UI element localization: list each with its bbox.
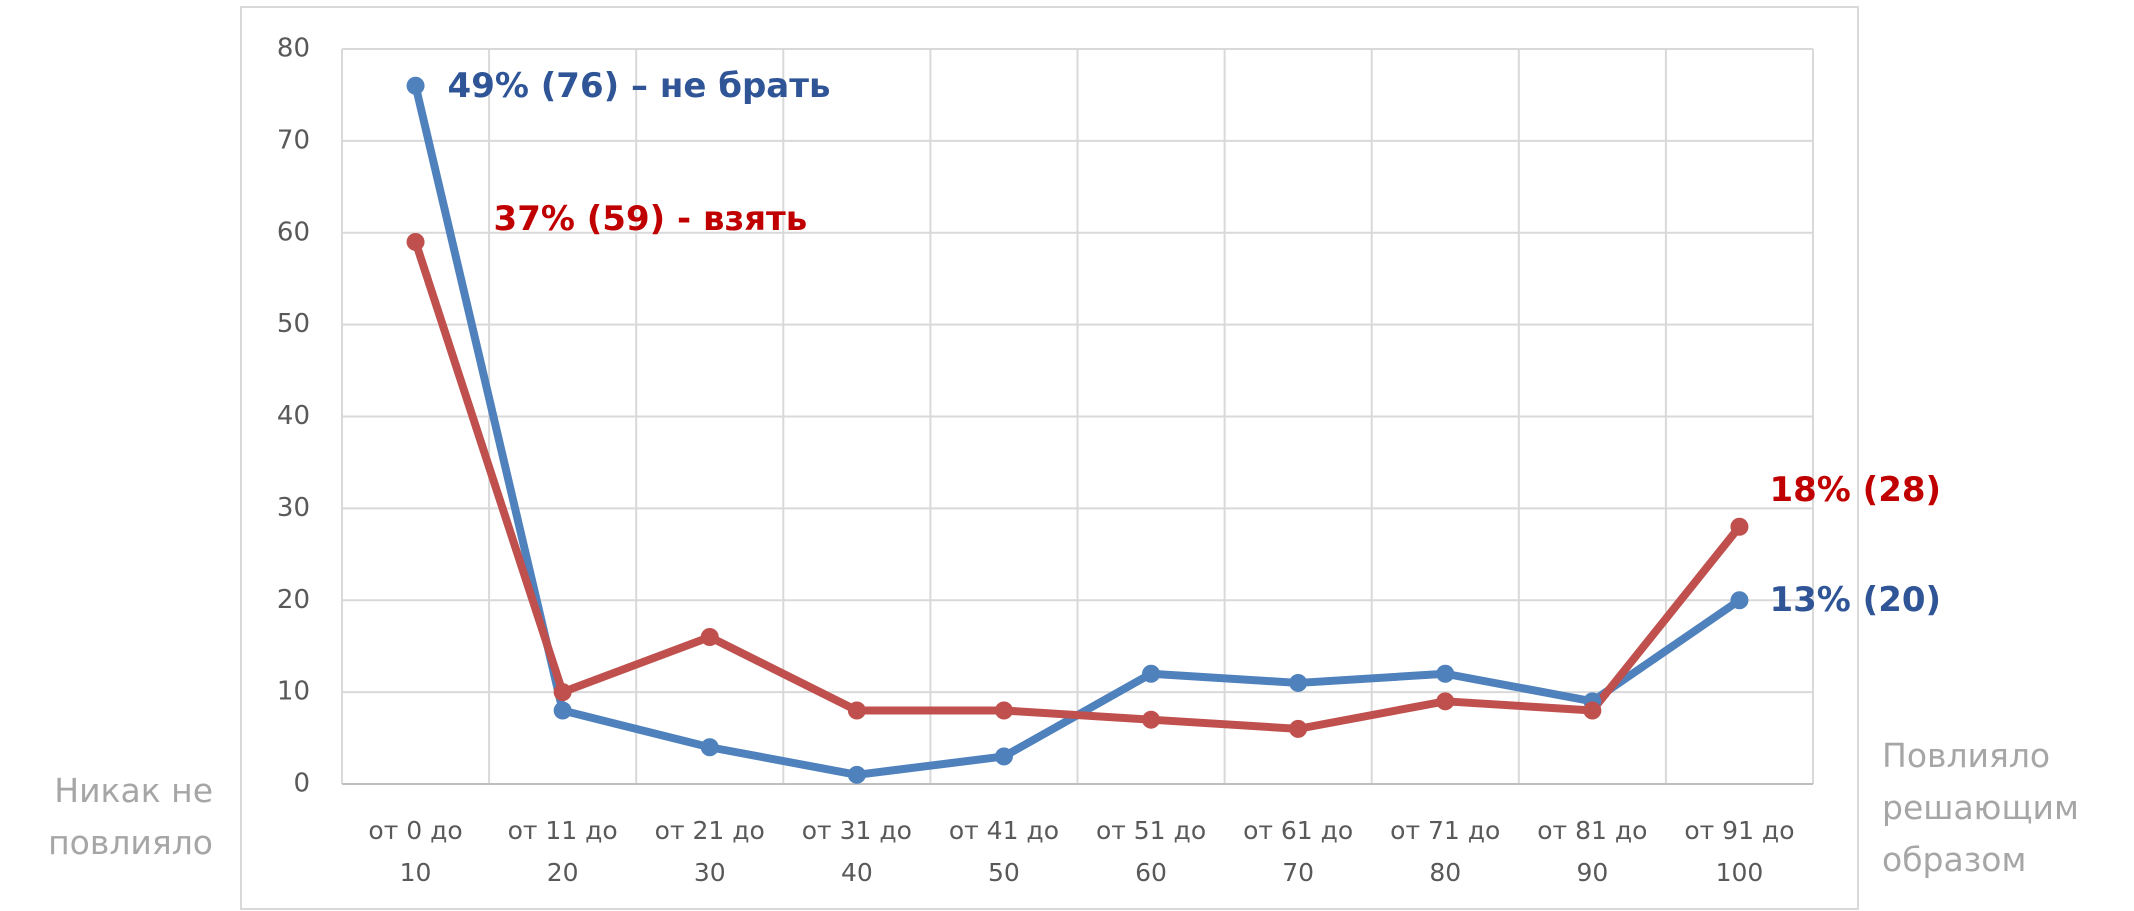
point <box>1142 664 1161 683</box>
left-axis-note: Никак не повлияло <box>48 771 213 862</box>
y-tick-label: 50 <box>277 309 310 339</box>
x-tick-label: от 71 до 80 <box>1390 816 1501 887</box>
point <box>1583 701 1602 720</box>
point <box>553 683 572 702</box>
y-tick-label: 0 <box>293 769 310 799</box>
point <box>1436 692 1455 711</box>
y-tick-label: 70 <box>277 125 310 155</box>
series-line <box>411 240 1743 733</box>
point <box>553 701 572 720</box>
point <box>406 76 425 95</box>
x-tick-label: от 61 до 70 <box>1243 816 1354 887</box>
x-tick-label: от 0 до 10 <box>368 816 463 887</box>
annotation: 13% (20) <box>1769 580 1942 621</box>
x-tick-label: от 81 до 90 <box>1537 816 1648 887</box>
point <box>1142 710 1161 729</box>
y-tick-label: 80 <box>277 34 310 64</box>
y-tick-label: 40 <box>277 401 310 431</box>
y-tick-label: 20 <box>277 585 310 615</box>
x-tick-label: от 91 до 100 <box>1684 816 1795 887</box>
y-tick-label: 60 <box>277 217 310 247</box>
point <box>847 701 866 720</box>
point <box>847 765 866 784</box>
point <box>1289 673 1308 692</box>
x-tick-label: от 51 до 60 <box>1095 816 1207 887</box>
annotation: 49% (76) – не брать <box>447 65 831 106</box>
y-tick-label: 10 <box>277 677 310 707</box>
point <box>994 747 1013 766</box>
y-tick-label: 30 <box>277 493 310 523</box>
point <box>700 738 719 757</box>
x-tick-label: от 41 до 50 <box>948 816 1060 887</box>
point <box>406 232 425 251</box>
x-tick-label: от 11 до 20 <box>507 816 618 887</box>
x-tick-label: от 21 до 30 <box>654 816 765 887</box>
annotation: 37% (59) - взять <box>493 198 808 239</box>
point <box>1436 664 1455 683</box>
point <box>1289 719 1308 738</box>
point <box>1730 517 1749 536</box>
point <box>994 701 1013 720</box>
point <box>1730 591 1749 610</box>
annotation: 18% (28) <box>1769 470 1942 510</box>
x-tick-label: от 31 до 40 <box>801 816 912 887</box>
point <box>700 628 719 646</box>
right-axis-note: Повлияло решающим образом <box>1882 736 2079 879</box>
chart-frame <box>240 6 1859 910</box>
